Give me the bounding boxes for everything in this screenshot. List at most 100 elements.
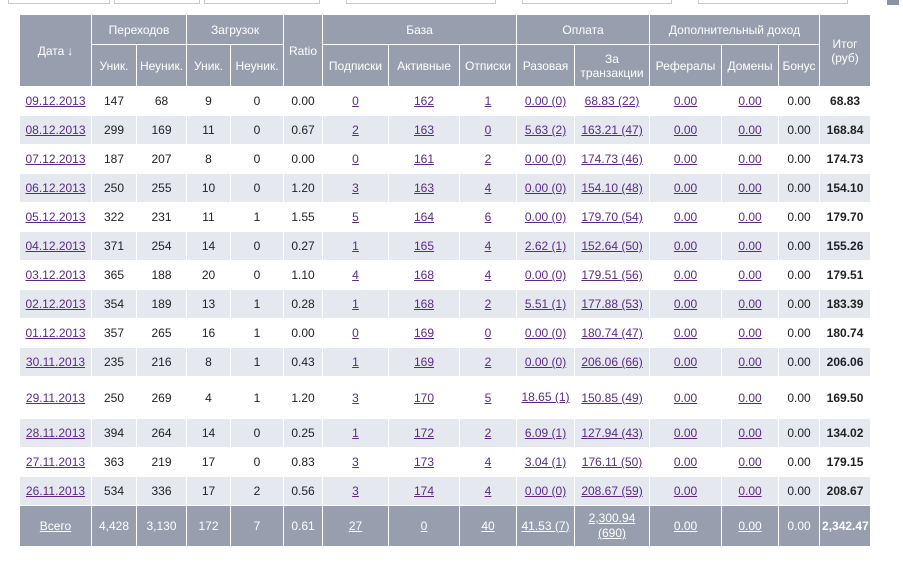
filter-field[interactable] xyxy=(698,0,848,4)
active-link[interactable]: 170 xyxy=(414,390,435,405)
referrals-link[interactable]: 0.00 xyxy=(673,297,698,311)
domains-link[interactable]: 0.00 xyxy=(738,390,762,405)
active-link[interactable]: 163 xyxy=(414,123,435,137)
referrals-link[interactable]: 0.00 xyxy=(673,210,698,224)
per-transaction-link[interactable]: 150.85 (49) xyxy=(581,390,643,405)
domains-link[interactable]: 0.00 xyxy=(738,268,762,282)
unsubscriptions-link[interactable]: 2 xyxy=(484,426,492,440)
subscriptions-link[interactable]: 3 xyxy=(352,181,359,195)
unsubscriptions-link[interactable]: 40 xyxy=(481,519,495,533)
referrals-link[interactable]: 0.00 xyxy=(673,268,698,282)
filter-field[interactable] xyxy=(346,0,496,4)
domains-link[interactable]: 0.00 xyxy=(738,426,762,440)
referrals-link[interactable]: 0.00 xyxy=(673,484,698,498)
totals-link[interactable]: Всего xyxy=(39,519,72,533)
subscriptions-link[interactable]: 1 xyxy=(352,297,359,311)
unsubscriptions-link[interactable]: 2 xyxy=(484,355,492,369)
onetime-payment-link[interactable]: 2.62 (1) xyxy=(524,239,567,253)
domains-link[interactable]: 0.00 xyxy=(738,326,762,340)
unsubscriptions-link[interactable]: 0 xyxy=(484,326,492,340)
date-link[interactable]: 28.11.2013 xyxy=(25,426,86,440)
unsubscriptions-link[interactable]: 4 xyxy=(484,239,492,253)
per-transaction-link[interactable]: 177.88 (53) xyxy=(581,297,643,311)
domains-link[interactable]: 0.00 xyxy=(738,355,762,369)
date-link[interactable]: 26.11.2013 xyxy=(25,484,86,498)
subscriptions-link[interactable]: 1 xyxy=(352,426,359,440)
date-link[interactable]: 30.11.2013 xyxy=(25,355,86,369)
active-link[interactable]: 169 xyxy=(414,326,435,340)
referrals-link[interactable]: 0.00 xyxy=(673,123,698,137)
per-transaction-link[interactable]: 179.51 (56) xyxy=(581,268,643,282)
date-column-header[interactable]: Дата ↓ xyxy=(19,14,92,87)
referrals-link[interactable]: 0.00 xyxy=(673,239,698,253)
unsubscriptions-link[interactable]: 4 xyxy=(484,455,492,469)
per-transaction-link[interactable]: 2,300.94 (690) xyxy=(588,511,636,540)
date-link[interactable]: 09.12.2013 xyxy=(25,94,86,108)
domains-link[interactable]: 0.00 xyxy=(738,297,762,311)
referrals-link[interactable]: 0.00 xyxy=(673,152,698,166)
domains-link[interactable]: 0.00 xyxy=(738,210,762,224)
subscriptions-link[interactable]: 27 xyxy=(348,519,363,533)
referrals-link[interactable]: 0.00 xyxy=(673,326,698,340)
per-transaction-link[interactable]: 127.94 (43) xyxy=(581,426,643,440)
active-link[interactable]: 163 xyxy=(414,181,435,195)
subscriptions-link[interactable]: 2 xyxy=(352,123,359,137)
domains-link[interactable]: 0.00 xyxy=(738,94,762,108)
filter-field[interactable] xyxy=(204,0,320,4)
active-link[interactable]: 169 xyxy=(414,355,435,369)
unsubscriptions-link[interactable]: 4 xyxy=(484,268,492,282)
filter-field[interactable] xyxy=(8,0,110,4)
active-link[interactable]: 173 xyxy=(414,455,435,469)
referrals-link[interactable]: 0.00 xyxy=(673,390,698,405)
domains-link[interactable]: 0.00 xyxy=(738,484,762,498)
referrals-link[interactable]: 0.00 xyxy=(673,455,698,469)
active-link[interactable]: 162 xyxy=(414,94,435,108)
onetime-payment-link[interactable]: 18.65 (1) xyxy=(521,390,570,404)
onetime-payment-link[interactable]: 0.00 (0) xyxy=(524,181,567,195)
referrals-link[interactable]: 0.00 xyxy=(673,519,698,533)
subscriptions-link[interactable]: 0 xyxy=(352,152,359,166)
active-link[interactable]: 164 xyxy=(414,210,435,224)
onetime-payment-link[interactable]: 41.53 (7) xyxy=(521,518,570,533)
per-transaction-link[interactable]: 179.70 (54) xyxy=(581,210,643,224)
date-link[interactable]: 29.11.2013 xyxy=(25,390,86,405)
unsubscriptions-link[interactable]: 6 xyxy=(484,210,492,224)
per-transaction-link[interactable]: 152.64 (50) xyxy=(581,239,643,253)
unsubscriptions-link[interactable]: 0 xyxy=(484,123,492,137)
date-link[interactable]: 08.12.2013 xyxy=(25,123,86,137)
date-link[interactable]: 07.12.2013 xyxy=(25,152,86,166)
subscriptions-link[interactable]: 3 xyxy=(352,390,359,405)
subscriptions-link[interactable]: 5 xyxy=(352,210,359,224)
per-transaction-link[interactable]: 208.67 (59) xyxy=(581,484,643,498)
unsubscriptions-link[interactable]: 4 xyxy=(484,484,492,498)
domains-link[interactable]: 0.00 xyxy=(738,181,762,195)
domains-link[interactable]: 0.00 xyxy=(738,152,762,166)
date-link[interactable]: 04.12.2013 xyxy=(25,239,86,253)
filter-field[interactable] xyxy=(114,0,200,4)
onetime-payment-link[interactable]: 0.00 (0) xyxy=(524,326,567,340)
date-link[interactable]: 02.12.2013 xyxy=(25,297,86,311)
date-link[interactable]: 05.12.2013 xyxy=(25,210,86,224)
date-link[interactable]: 01.12.2013 xyxy=(25,326,86,340)
per-transaction-link[interactable]: 154.10 (48) xyxy=(581,181,643,195)
unsubscriptions-link[interactable]: 2 xyxy=(484,297,492,311)
onetime-payment-link[interactable]: 0.00 (0) xyxy=(524,355,567,369)
active-link[interactable]: 174 xyxy=(414,484,435,498)
date-link[interactable]: 27.11.2013 xyxy=(25,455,86,469)
subscriptions-link[interactable]: 0 xyxy=(352,326,359,340)
onetime-payment-link[interactable]: 0.00 (0) xyxy=(524,152,567,166)
subscriptions-link[interactable]: 3 xyxy=(352,455,359,469)
onetime-payment-link[interactable]: 0.00 (0) xyxy=(524,94,567,108)
per-transaction-link[interactable]: 174.73 (46) xyxy=(581,152,643,166)
referrals-link[interactable]: 0.00 xyxy=(673,355,698,369)
onetime-payment-link[interactable]: 5.51 (1) xyxy=(524,297,567,311)
onetime-payment-link[interactable]: 0.00 (0) xyxy=(524,268,567,282)
onetime-payment-link[interactable]: 6.09 (1) xyxy=(524,426,567,440)
active-link[interactable]: 168 xyxy=(414,268,435,282)
referrals-link[interactable]: 0.00 xyxy=(673,181,698,195)
onetime-payment-link[interactable]: 0.00 (0) xyxy=(524,210,567,224)
per-transaction-link[interactable]: 163.21 (47) xyxy=(581,123,643,137)
subscriptions-link[interactable]: 4 xyxy=(352,268,359,282)
per-transaction-link[interactable]: 206.06 (66) xyxy=(581,355,643,369)
subscriptions-link[interactable]: 1 xyxy=(352,355,359,369)
